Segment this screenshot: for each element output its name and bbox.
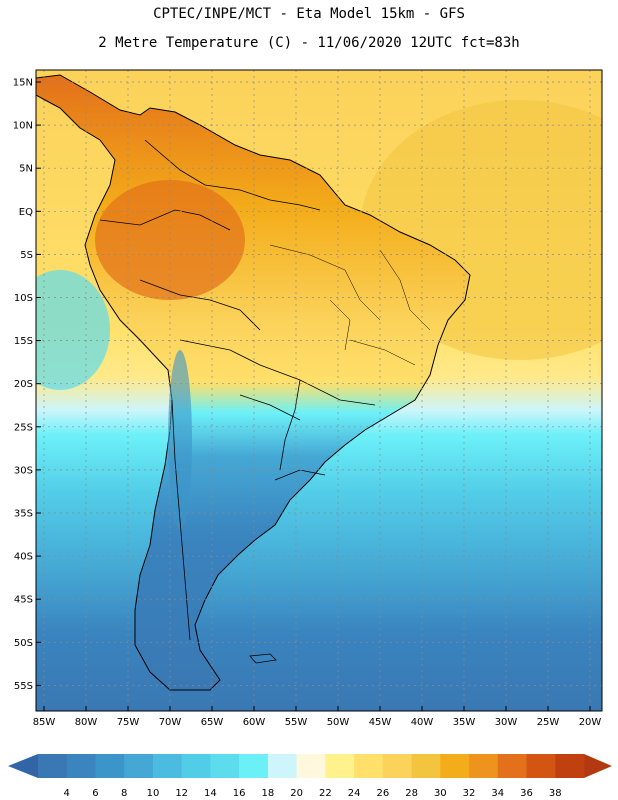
colorbar-cell: [469, 754, 499, 778]
colorbar-label: 12: [175, 788, 188, 799]
colorbar-cell: [411, 754, 441, 778]
lat-label: 30S: [14, 465, 33, 476]
lon-label: 85W: [33, 717, 56, 728]
colorbar-cell: [497, 754, 527, 778]
colorbar-label: 36: [520, 788, 533, 799]
lat-label: 55S: [14, 681, 33, 692]
lon-label: 75W: [117, 717, 140, 728]
colorbar-cell: [66, 754, 96, 778]
lon-label: 70W: [159, 717, 182, 728]
colorbar-cell: [38, 754, 68, 778]
colorbar-cell: [526, 754, 556, 778]
colorbar-label: 32: [463, 788, 476, 799]
colorbar-cell: [152, 754, 182, 778]
lat-label: EQ: [19, 207, 33, 218]
cool-pacific-band: [36, 270, 110, 390]
lat-label: 5S: [20, 250, 33, 261]
colorbar-label: 16: [233, 788, 246, 799]
lat-label: 45S: [14, 595, 33, 606]
colorbar-cell: [239, 754, 269, 778]
colorbar-cell: [296, 754, 326, 778]
lon-label: 80W: [75, 717, 98, 728]
map-frame: [35, 69, 603, 712]
colorbar-cell: [382, 754, 412, 778]
colorbar-cell: [124, 754, 154, 778]
lat-label: 15N: [13, 78, 33, 89]
colorbar-label: 6: [92, 788, 98, 799]
colorbar-label: 4: [64, 788, 70, 799]
lat-label: 10N: [13, 121, 33, 132]
colorbar-cell: [181, 754, 211, 778]
lat-label: 20S: [14, 379, 33, 390]
lon-label: 50W: [327, 717, 350, 728]
lon-label: 35W: [453, 717, 476, 728]
lon-label: 30W: [495, 717, 518, 728]
lon-label: 20W: [579, 717, 602, 728]
colorbar-label: 8: [121, 788, 127, 799]
colorbar-cell: [325, 754, 355, 778]
colorbar-label: 34: [491, 788, 504, 799]
colorbar-cell: [267, 754, 297, 778]
lat-label: 35S: [14, 509, 33, 520]
colorbar-label: 20: [290, 788, 303, 799]
colorbar-label: 30: [434, 788, 447, 799]
lon-label: 65W: [201, 717, 224, 728]
lon-label: 55W: [285, 717, 308, 728]
lat-label: 5N: [19, 164, 33, 175]
lat-label: 10S: [14, 293, 33, 304]
lat-label: 40S: [14, 552, 33, 563]
colorbar-cell: [210, 754, 240, 778]
lon-label: 45W: [369, 717, 392, 728]
colorbar-label: 14: [204, 788, 217, 799]
lat-lon-grid: [36, 70, 602, 711]
colorbar-label: 18: [262, 788, 275, 799]
colorbar-over-arrow: [584, 754, 612, 778]
colorbar-label: 26: [376, 788, 389, 799]
colorbar-cell: [440, 754, 470, 778]
lat-label: 15S: [14, 336, 33, 347]
colorbar-label: 10: [147, 788, 160, 799]
colorbar-label: 24: [348, 788, 361, 799]
colorbar-cell: [555, 754, 585, 778]
lon-label: 60W: [243, 717, 266, 728]
falkland-islands: [249, 653, 277, 664]
lon-label: 40W: [411, 717, 434, 728]
colorbar-under-arrow: [8, 754, 38, 778]
lat-label: 50S: [14, 638, 33, 649]
colorbar-cell: [95, 754, 125, 778]
colorbar-label: 22: [319, 788, 332, 799]
colorbar-cell: [354, 754, 384, 778]
colorbar-label: 38: [549, 788, 562, 799]
lat-label: 25S: [14, 422, 33, 433]
andes-cool-strip: [168, 350, 192, 530]
colorbar-label: 28: [405, 788, 418, 799]
country-borders: [99, 139, 376, 641]
lon-label: 25W: [537, 717, 560, 728]
map-subtitle: 2 Metre Temperature (C) - 11/06/2020 12U…: [98, 35, 520, 51]
map-title: CPTEC/INPE/MCT - Eta Model 15km - GFS: [153, 6, 465, 22]
brazil-state-borders: [269, 244, 431, 366]
